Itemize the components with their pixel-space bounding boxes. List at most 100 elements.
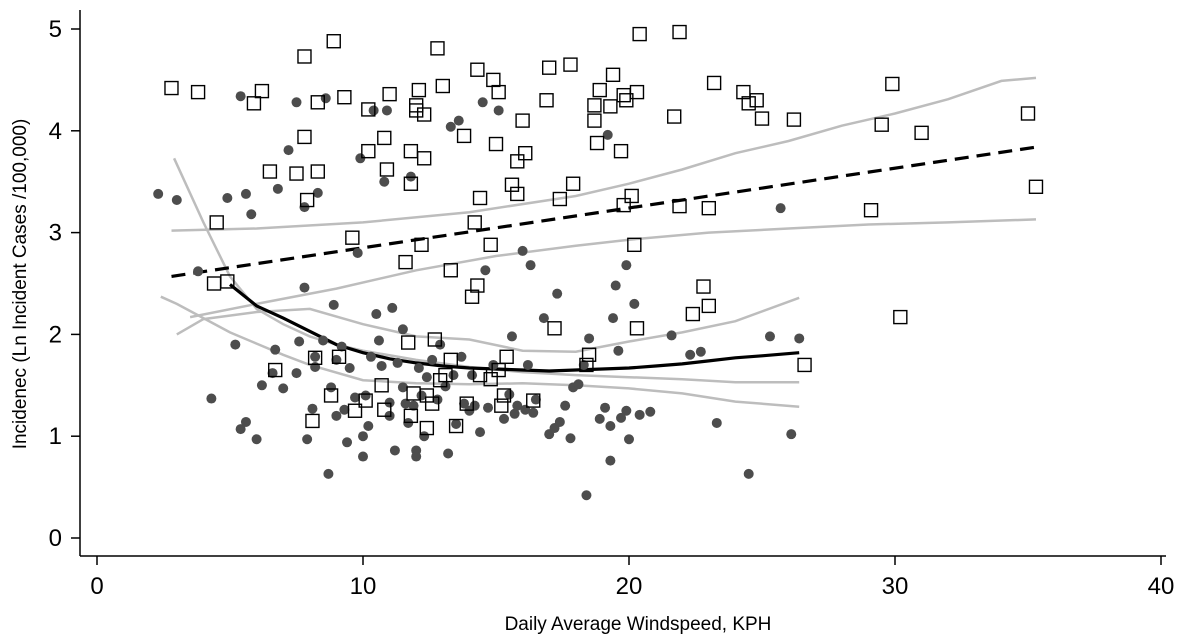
filled-circle-point <box>376 360 387 371</box>
filled-circle-point <box>291 97 302 108</box>
hollow-square-point <box>464 289 480 304</box>
filled-circle-point <box>397 324 408 335</box>
hollow-square-point <box>619 93 634 108</box>
hollow-square-point <box>416 151 432 166</box>
hollow-square-point <box>696 279 711 294</box>
filled-circle-point <box>320 93 331 104</box>
filled-circle-point <box>528 407 539 418</box>
hollow-square-point <box>488 136 504 152</box>
y-tick-label: 1 <box>49 423 62 450</box>
hollow-square-point <box>403 408 419 424</box>
confidence-bands <box>160 76 1037 408</box>
filled-circle-point <box>193 266 204 277</box>
hollow-square-point <box>629 321 645 336</box>
hollow-square-point <box>427 332 443 347</box>
filled-circle-point <box>475 427 486 438</box>
filled-circle-point <box>666 330 677 341</box>
filled-circle-point <box>278 383 289 394</box>
hollow-square-point <box>565 176 581 191</box>
hollow-square-point <box>547 321 562 336</box>
filled-circle-point <box>235 424 246 435</box>
hollow-square-point <box>893 309 908 325</box>
filled-circle-point <box>443 448 454 459</box>
filled-circle-point <box>794 333 805 344</box>
hollow-square-point <box>220 274 235 289</box>
filled-circle-point <box>358 451 368 462</box>
hollow-square-point <box>510 154 525 169</box>
y-tick-label: 3 <box>49 220 62 247</box>
filled-circle-point <box>695 346 706 357</box>
filled-circle-point <box>608 313 619 324</box>
hollow-square-point <box>432 373 448 388</box>
filled-circle-point <box>408 400 419 411</box>
x-tick-label: 40 <box>1148 573 1175 600</box>
hollow-square-point <box>874 117 889 132</box>
hollow-square-point <box>345 230 360 245</box>
filled-circle-point <box>272 183 283 194</box>
hollow-square-point <box>589 135 605 151</box>
filled-circle-point <box>685 349 696 360</box>
x-axis-label: Daily Average Windspeed, KPH <box>505 614 772 635</box>
hollow-square-point <box>863 203 879 218</box>
filled-circle-point <box>389 445 400 456</box>
filled-circle-point <box>565 433 576 444</box>
hollow-square-point <box>361 143 376 159</box>
filled-circle-point <box>344 362 355 373</box>
confidence-band-line <box>172 157 800 384</box>
filled-circle-point <box>373 335 384 346</box>
hollow-square-point <box>627 237 642 253</box>
filled-circle-point <box>445 121 456 132</box>
filled-circle-point <box>459 398 470 409</box>
hollow-square-point <box>268 362 283 378</box>
hollow-square-point <box>347 403 363 418</box>
filled-circle-point <box>509 408 520 419</box>
hollow-square-point <box>786 112 802 127</box>
filled-circle-point <box>616 412 627 423</box>
hollow-square-point <box>403 176 419 191</box>
hollow-square-point <box>262 164 278 179</box>
hollow-square-point <box>624 188 639 204</box>
filled-circle-point <box>331 410 342 421</box>
hollow-square-point <box>337 90 352 105</box>
x-tick-label: 0 <box>90 573 103 600</box>
hollow-square-point <box>310 95 325 110</box>
filled-circle-point <box>613 345 624 356</box>
filled-circle-point <box>256 380 267 391</box>
dashed-fit-line <box>171 145 1037 278</box>
hollow-square-point <box>914 125 929 141</box>
x-tick-label: 10 <box>350 573 377 600</box>
hollow-square-point <box>401 335 416 350</box>
hollow-square-point <box>443 263 458 278</box>
y-axis-label: Incidenec (Ln Incident Cases /100,000) <box>10 119 31 450</box>
filled-circle-point <box>764 331 775 342</box>
filled-circle-point <box>246 209 257 220</box>
filled-circle-point <box>530 394 541 405</box>
filled-circle-point <box>480 265 491 276</box>
filled-circle-point <box>379 176 390 187</box>
hollow-square-point <box>494 398 509 413</box>
hollow-square-point <box>297 129 312 145</box>
filled-circle-point <box>342 437 353 448</box>
filled-circle-point <box>624 434 634 445</box>
filled-circle-point <box>483 402 494 413</box>
filled-circle-point <box>477 97 488 108</box>
filled-circle-point <box>506 331 517 342</box>
hollow-square-point <box>409 98 424 113</box>
filled-circle-point <box>302 434 313 445</box>
filled-circle-point <box>230 339 241 350</box>
confidence-band-line <box>176 296 800 353</box>
hollow-square-point <box>483 371 498 387</box>
hollow-square-point <box>246 96 262 111</box>
filled-circle-point <box>711 417 722 428</box>
hollow-square-point <box>310 164 325 179</box>
hollow-square-point <box>1020 106 1036 121</box>
filled-circle-point <box>453 115 464 126</box>
hollow-square-point <box>470 62 485 77</box>
filled-circle-point <box>594 413 605 424</box>
filled-circle-point <box>522 359 533 370</box>
filled-circle-point <box>573 379 584 390</box>
filled-circle-point <box>323 468 334 479</box>
filled-circle-point <box>419 431 430 442</box>
confidence-band-line <box>160 295 800 408</box>
filled-circle-point <box>352 247 363 258</box>
